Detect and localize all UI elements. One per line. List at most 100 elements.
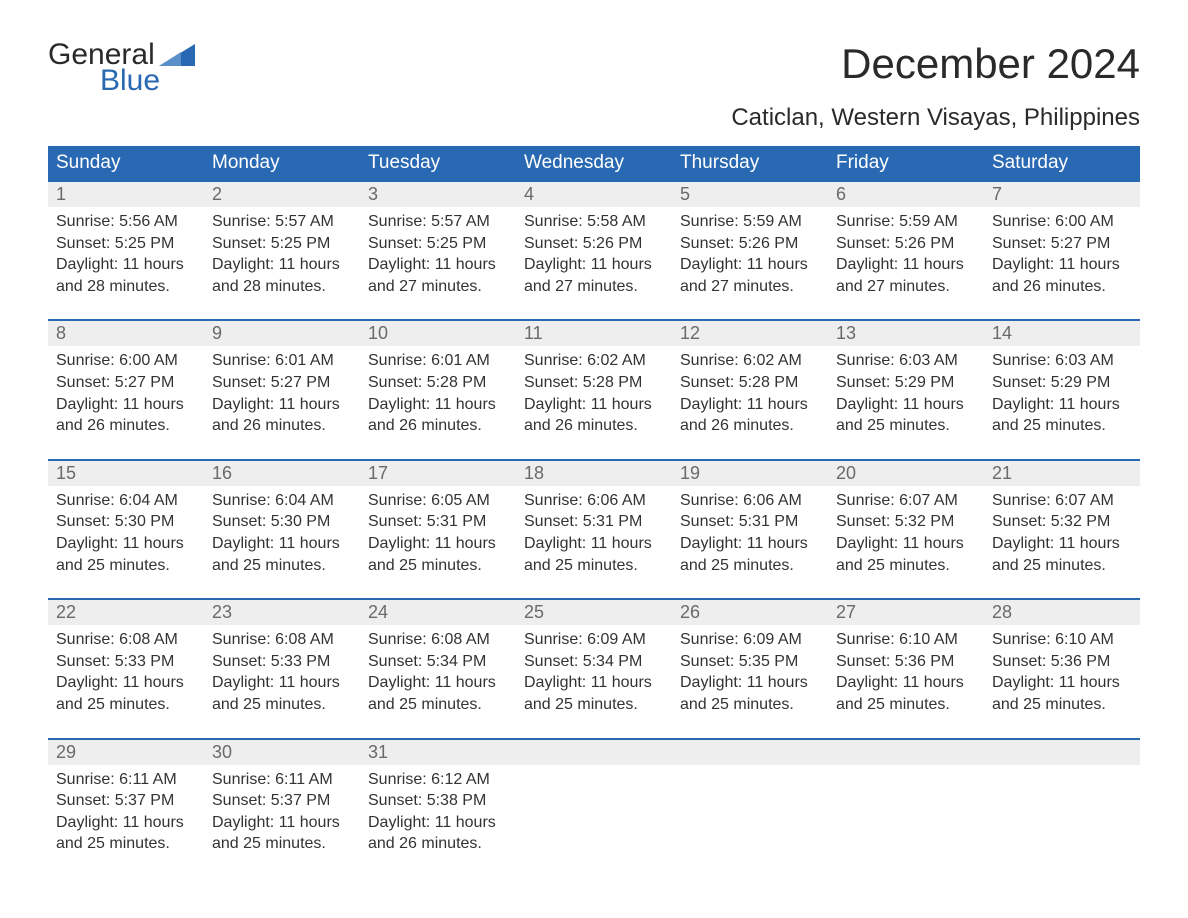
sunset-text: Sunset: 5:29 PM: [992, 372, 1132, 394]
sunrise-text: Sunrise: 6:09 AM: [524, 629, 664, 651]
daylight-text: Daylight: 11 hours and 26 minutes.: [212, 394, 352, 437]
sunrise-text: Sunrise: 6:03 AM: [992, 350, 1132, 372]
sunset-text: Sunset: 5:27 PM: [56, 372, 196, 394]
weekday-header: Wednesday: [516, 146, 672, 180]
sunrise-text: Sunrise: 5:58 AM: [524, 211, 664, 233]
daylight-text: Daylight: 11 hours and 26 minutes.: [368, 394, 508, 437]
sunrise-text: Sunrise: 5:57 AM: [368, 211, 508, 233]
sunset-text: Sunset: 5:31 PM: [368, 511, 508, 533]
week-row: 891011121314Sunrise: 6:00 AMSunset: 5:27…: [48, 319, 1140, 440]
day-cell: Sunrise: 5:57 AMSunset: 5:25 PMDaylight:…: [204, 207, 360, 301]
day-cell: Sunrise: 6:02 AMSunset: 5:28 PMDaylight:…: [672, 346, 828, 440]
day-cell: Sunrise: 6:02 AMSunset: 5:28 PMDaylight:…: [516, 346, 672, 440]
sunrise-text: Sunrise: 6:04 AM: [212, 490, 352, 512]
sunrise-text: Sunrise: 6:07 AM: [836, 490, 976, 512]
daylight-text: Daylight: 11 hours and 26 minutes.: [368, 812, 508, 855]
sunrise-text: Sunrise: 6:10 AM: [836, 629, 976, 651]
day-number: 11: [516, 321, 672, 346]
sunset-text: Sunset: 5:31 PM: [524, 511, 664, 533]
sunset-text: Sunset: 5:38 PM: [368, 790, 508, 812]
day-cell: Sunrise: 6:00 AMSunset: 5:27 PMDaylight:…: [48, 346, 204, 440]
daylight-text: Daylight: 11 hours and 26 minutes.: [680, 394, 820, 437]
daylight-text: Daylight: 11 hours and 25 minutes.: [836, 533, 976, 576]
sunrise-text: Sunrise: 5:59 AM: [836, 211, 976, 233]
sunset-text: Sunset: 5:33 PM: [212, 651, 352, 673]
sunset-text: Sunset: 5:32 PM: [992, 511, 1132, 533]
day-cell: Sunrise: 6:12 AMSunset: 5:38 PMDaylight:…: [360, 765, 516, 859]
daylight-text: Daylight: 11 hours and 25 minutes.: [992, 672, 1132, 715]
day-number: [828, 740, 984, 765]
sunrise-text: Sunrise: 5:56 AM: [56, 211, 196, 233]
daynum-row: 293031: [48, 740, 1140, 765]
day-number: 18: [516, 461, 672, 486]
flag-icon: [159, 44, 195, 66]
sunset-text: Sunset: 5:31 PM: [680, 511, 820, 533]
day-cell: Sunrise: 6:01 AMSunset: 5:28 PMDaylight:…: [360, 346, 516, 440]
day-number: 15: [48, 461, 204, 486]
daylight-text: Daylight: 11 hours and 26 minutes.: [524, 394, 664, 437]
day-number: 3: [360, 182, 516, 207]
day-cell: [672, 765, 828, 859]
daylight-text: Daylight: 11 hours and 25 minutes.: [212, 812, 352, 855]
daylight-text: Daylight: 11 hours and 25 minutes.: [836, 394, 976, 437]
sunset-text: Sunset: 5:33 PM: [56, 651, 196, 673]
day-number: [516, 740, 672, 765]
day-cell: Sunrise: 6:04 AMSunset: 5:30 PMDaylight:…: [48, 486, 204, 580]
day-number: 2: [204, 182, 360, 207]
sunrise-text: Sunrise: 6:06 AM: [680, 490, 820, 512]
sunset-text: Sunset: 5:25 PM: [368, 233, 508, 255]
day-number: 22: [48, 600, 204, 625]
day-number: 25: [516, 600, 672, 625]
day-number: 5: [672, 182, 828, 207]
day-cell: [984, 765, 1140, 859]
day-number: 24: [360, 600, 516, 625]
sunset-text: Sunset: 5:28 PM: [524, 372, 664, 394]
content-row: Sunrise: 6:11 AMSunset: 5:37 PMDaylight:…: [48, 765, 1140, 859]
daylight-text: Daylight: 11 hours and 25 minutes.: [524, 533, 664, 576]
daynum-row: 22232425262728: [48, 600, 1140, 625]
daylight-text: Daylight: 11 hours and 27 minutes.: [680, 254, 820, 297]
sunset-text: Sunset: 5:32 PM: [836, 511, 976, 533]
day-number: 20: [828, 461, 984, 486]
sunrise-text: Sunrise: 6:08 AM: [368, 629, 508, 651]
daylight-text: Daylight: 11 hours and 25 minutes.: [836, 672, 976, 715]
week-row: 1234567Sunrise: 5:56 AMSunset: 5:25 PMDa…: [48, 180, 1140, 301]
sunset-text: Sunset: 5:30 PM: [212, 511, 352, 533]
sunrise-text: Sunrise: 6:02 AM: [680, 350, 820, 372]
daylight-text: Daylight: 11 hours and 25 minutes.: [56, 672, 196, 715]
sunrise-text: Sunrise: 6:06 AM: [524, 490, 664, 512]
day-number: 28: [984, 600, 1140, 625]
daylight-text: Daylight: 11 hours and 28 minutes.: [56, 254, 196, 297]
daylight-text: Daylight: 11 hours and 25 minutes.: [368, 533, 508, 576]
day-number: 29: [48, 740, 204, 765]
sunset-text: Sunset: 5:29 PM: [836, 372, 976, 394]
daylight-text: Daylight: 11 hours and 27 minutes.: [524, 254, 664, 297]
day-cell: Sunrise: 5:57 AMSunset: 5:25 PMDaylight:…: [360, 207, 516, 301]
weekday-header: Tuesday: [360, 146, 516, 180]
weekday-header: Saturday: [984, 146, 1140, 180]
day-cell: Sunrise: 6:08 AMSunset: 5:33 PMDaylight:…: [204, 625, 360, 719]
day-cell: Sunrise: 6:09 AMSunset: 5:34 PMDaylight:…: [516, 625, 672, 719]
daylight-text: Daylight: 11 hours and 25 minutes.: [992, 533, 1132, 576]
day-cell: Sunrise: 5:59 AMSunset: 5:26 PMDaylight:…: [672, 207, 828, 301]
day-number: 17: [360, 461, 516, 486]
weekday-header: Monday: [204, 146, 360, 180]
day-cell: Sunrise: 6:06 AMSunset: 5:31 PMDaylight:…: [672, 486, 828, 580]
sunset-text: Sunset: 5:26 PM: [524, 233, 664, 255]
sunset-text: Sunset: 5:37 PM: [212, 790, 352, 812]
daylight-text: Daylight: 11 hours and 27 minutes.: [836, 254, 976, 297]
sunrise-text: Sunrise: 6:11 AM: [56, 769, 196, 791]
sunrise-text: Sunrise: 6:08 AM: [56, 629, 196, 651]
day-cell: Sunrise: 6:03 AMSunset: 5:29 PMDaylight:…: [984, 346, 1140, 440]
day-number: 6: [828, 182, 984, 207]
daylight-text: Daylight: 11 hours and 25 minutes.: [56, 812, 196, 855]
daylight-text: Daylight: 11 hours and 25 minutes.: [212, 672, 352, 715]
day-number: 1: [48, 182, 204, 207]
daylight-text: Daylight: 11 hours and 26 minutes.: [56, 394, 196, 437]
daylight-text: Daylight: 11 hours and 25 minutes.: [56, 533, 196, 576]
daylight-text: Daylight: 11 hours and 26 minutes.: [992, 254, 1132, 297]
week-row: 293031Sunrise: 6:11 AMSunset: 5:37 PMDay…: [48, 738, 1140, 859]
brand-part2: Blue: [100, 66, 195, 96]
day-cell: Sunrise: 6:07 AMSunset: 5:32 PMDaylight:…: [828, 486, 984, 580]
daylight-text: Daylight: 11 hours and 25 minutes.: [680, 672, 820, 715]
